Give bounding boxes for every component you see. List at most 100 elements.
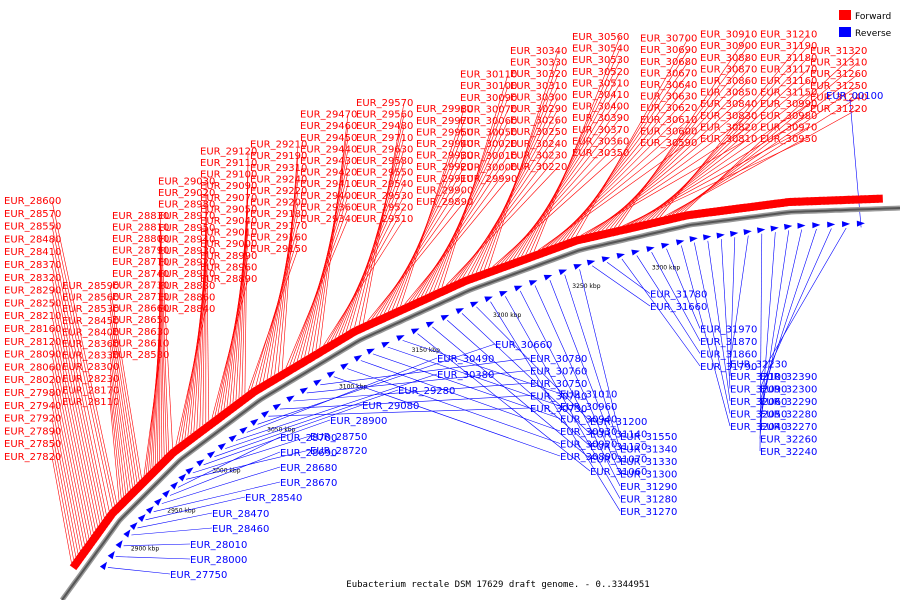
reverse-gene-mark	[675, 239, 685, 246]
forward-gene-label: EUR_31150	[760, 88, 817, 99]
forward-gene-mark	[364, 320, 374, 330]
forward-gene-mark	[74, 554, 85, 565]
forward-connector	[562, 73, 689, 242]
forward-gene-label: EUR_28660	[112, 304, 169, 315]
forward-gene-label: EUR_28120	[4, 337, 61, 348]
reverse-gene-label: EUR_29280	[398, 386, 455, 397]
forward-gene-label: EUR_29710	[356, 133, 413, 144]
reverse-gene-mark	[217, 442, 226, 451]
forward-gene-label: EUR_28950	[158, 223, 215, 234]
forward-connector	[613, 46, 749, 229]
forward-connector	[575, 38, 689, 237]
forward-gene-label: EUR_29160	[250, 232, 307, 243]
tick-label: 3250 kbp	[572, 283, 600, 290]
forward-gene-label: EUR_30230	[510, 150, 567, 161]
forward-gene-label: EUR_31190	[760, 41, 817, 52]
forward-gene-label: EUR_28250	[4, 298, 61, 309]
reverse-connector	[225, 389, 399, 449]
forward-gene-label: EUR_28110	[62, 397, 119, 408]
forward-gene-mark	[248, 387, 259, 398]
forward-connector	[109, 297, 140, 481]
reverse-connector	[402, 340, 561, 394]
forward-gene-mark	[114, 501, 125, 512]
forward-connector	[241, 162, 249, 397]
forward-gene-label: EUR_29550	[356, 168, 413, 179]
forward-gene-label: EUR_29100	[200, 170, 257, 181]
reverse-gene-mark	[107, 550, 115, 560]
forward-connector	[109, 390, 122, 499]
forward-gene-label: EUR_30410	[572, 90, 629, 101]
forward-gene-label: EUR_28840	[158, 304, 215, 315]
forward-gene-mark	[368, 318, 378, 328]
reverse-connector	[476, 306, 591, 422]
forward-connector	[379, 167, 465, 316]
reverse-gene-mark	[716, 232, 725, 239]
reverse-gene-mark	[484, 296, 493, 303]
forward-connector	[525, 60, 621, 256]
forward-connector	[51, 380, 85, 545]
forward-gene-mark	[144, 471, 154, 482]
reverse-connector	[759, 232, 776, 439]
reverse-gene-mark	[261, 410, 270, 418]
forward-gene-mark	[69, 560, 80, 571]
forward-gene-mark	[372, 316, 382, 326]
forward-gene-mark	[162, 453, 172, 464]
forward-gene-mark	[121, 494, 132, 505]
reverse-gene-label: EUR_28010	[190, 540, 247, 551]
forward-gene-label: EUR_31260	[810, 69, 867, 80]
forward-gene-label: EUR_30600	[640, 126, 697, 137]
forward-connector	[263, 202, 299, 382]
forward-connector	[597, 92, 749, 232]
reverse-gene-mark	[162, 489, 170, 498]
forward-gene-label: EUR_29900	[416, 185, 473, 196]
reverse-gene-label: EUR_32060	[730, 397, 787, 408]
forward-connector	[308, 149, 349, 355]
forward-gene-mark	[209, 416, 220, 427]
forward-connector	[517, 83, 621, 259]
reverse-gene-mark	[513, 285, 523, 292]
reverse-gene-label: EUR_31060	[590, 467, 647, 478]
forward-connector	[109, 332, 133, 488]
forward-connector	[383, 155, 465, 314]
forward-gene-label: EUR_29420	[300, 168, 357, 179]
forward-gene-label: EUR_31180	[760, 53, 817, 64]
forward-gene-label: EUR_28320	[4, 273, 61, 284]
forward-gene-label: EUR_29030	[158, 176, 215, 187]
forward-gene-mark	[294, 359, 304, 370]
forward-gene-label: EUR_30850	[700, 88, 757, 99]
forward-gene-label: EUR_30300	[510, 92, 567, 103]
forward-gene-label: EUR_28970	[158, 211, 215, 222]
forward-gene-mark	[351, 325, 361, 336]
forward-connector	[512, 94, 621, 260]
forward-connector	[199, 216, 207, 428]
forward-gene-mark	[166, 449, 177, 460]
forward-gene-label: EUR_28210	[4, 311, 61, 322]
forward-connector	[51, 213, 115, 506]
forward-gene-mark	[148, 467, 159, 478]
forward-gene-label: EUR_29200	[250, 198, 307, 209]
forward-gene-mark	[447, 282, 457, 293]
forward-connector	[51, 405, 81, 552]
forward-connector	[554, 96, 689, 245]
forward-gene-label: EUR_30260	[510, 116, 567, 127]
reverse-gene-label: EUR_30940	[560, 415, 617, 426]
forward-gene-label: EUR_29430	[300, 156, 357, 167]
forward-gene-mark	[82, 542, 93, 553]
forward-gene-label: EUR_29310	[250, 163, 307, 174]
reverse-gene-mark	[340, 363, 349, 370]
reverse-gene-label: EUR_31330	[620, 457, 677, 468]
forward-gene-mark	[182, 437, 193, 448]
reverse-gene-mark	[239, 426, 248, 435]
reverse-gene-label: EUR_32240	[760, 447, 817, 458]
reverse-connector	[707, 240, 731, 402]
forward-gene-label: EUR_29170	[250, 221, 307, 232]
forward-gene-label: EUR_29510	[356, 214, 413, 225]
forward-gene-label: EUR_28930	[158, 246, 215, 257]
forward-gene-label: EUR_29000	[200, 239, 257, 250]
reverse-gene-mark	[137, 514, 146, 522]
forward-connector	[684, 50, 859, 213]
reverse-gene-label: EUR_28540	[245, 493, 302, 504]
forward-gene-label: EUR_28990	[200, 251, 257, 262]
tick-label: 3050 kbp	[267, 427, 295, 434]
reverse-gene-label: EUR_28670	[280, 478, 337, 489]
